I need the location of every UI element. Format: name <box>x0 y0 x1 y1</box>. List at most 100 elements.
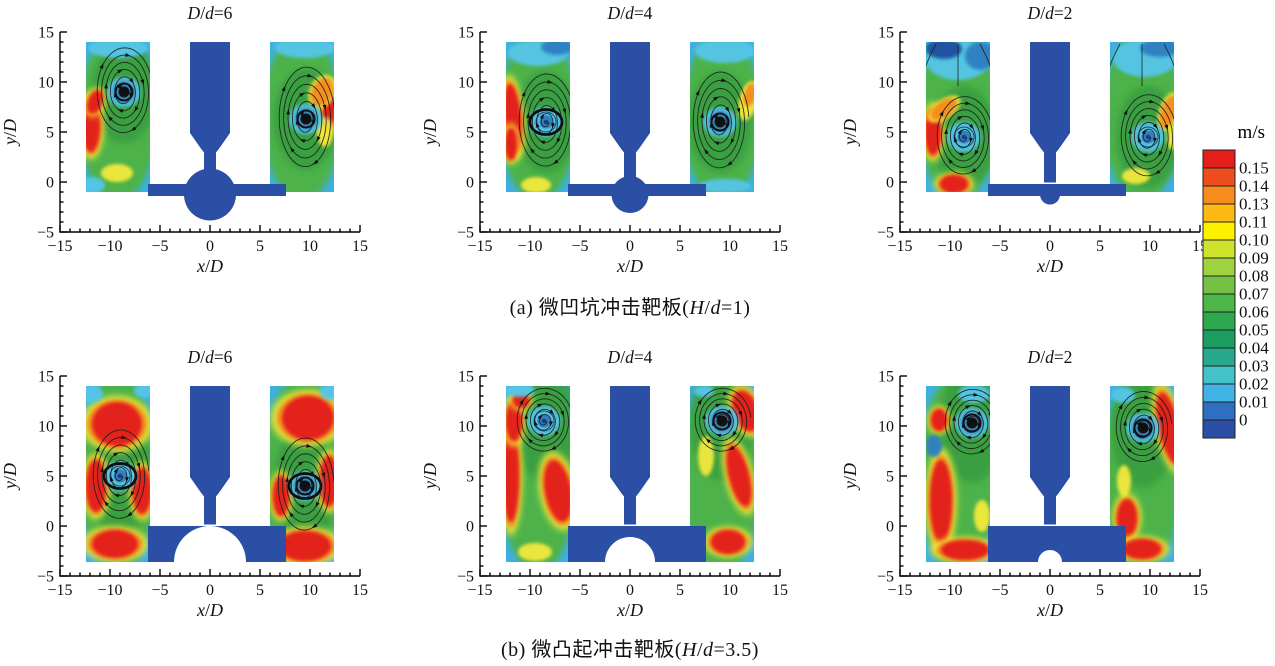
colorbar-tick-label: 0.15 <box>1239 159 1269 178</box>
svg-text:5: 5 <box>1096 238 1104 255</box>
svg-text:−10: −10 <box>517 238 542 255</box>
caption-a: (a) 微凹坑冲击靶板(H/d=1) <box>509 297 751 319</box>
geometry <box>568 386 706 562</box>
colorbar-block <box>1202 239 1236 259</box>
y-axis-label: y/D <box>0 119 20 147</box>
x-axis-label: x/D <box>616 600 643 620</box>
nozzle-shape <box>610 42 650 183</box>
colorbar-block <box>1202 257 1236 277</box>
svg-text:0: 0 <box>206 582 214 599</box>
contour-column <box>506 42 570 192</box>
geometry <box>988 42 1126 205</box>
dimple-shape <box>184 168 236 221</box>
svg-text:−5: −5 <box>991 582 1008 599</box>
axes <box>59 31 361 233</box>
colorbar-block <box>1202 383 1236 403</box>
x-axis-label: x/D <box>196 600 223 620</box>
svg-text:−15: −15 <box>887 238 912 255</box>
nozzle-shape <box>610 386 650 525</box>
svg-text:5: 5 <box>886 125 894 142</box>
y-axis-label: y/D <box>420 119 440 147</box>
panel-title: D/d=2 <box>1027 3 1073 23</box>
x-axis-label: x/D <box>1036 600 1063 620</box>
svg-text:10: 10 <box>458 75 474 92</box>
svg-text:5: 5 <box>1096 582 1104 599</box>
colorbar-block <box>1202 185 1236 205</box>
panel-b3: −5 0 5 10 15 −15 −10 −5 0 5 10 15 D/d=2 x/D y/D <box>840 346 1242 628</box>
colorbar-block <box>1202 275 1236 295</box>
svg-text:5: 5 <box>46 125 54 142</box>
svg-text:10: 10 <box>302 582 318 599</box>
svg-text:0: 0 <box>886 175 894 192</box>
svg-text:−5: −5 <box>37 569 54 586</box>
colorbar-block <box>1202 293 1236 313</box>
contour-column <box>270 42 334 192</box>
svg-text:−5: −5 <box>37 225 54 242</box>
geometry <box>988 386 1126 562</box>
svg-text:−15: −15 <box>467 238 492 255</box>
panel-b2-plot: −5 0 5 10 15 −15 −10 −5 0 5 10 15 D/d=4 x/D y/D <box>420 347 788 620</box>
contour-column <box>86 42 150 192</box>
svg-text:−5: −5 <box>571 582 588 599</box>
colorbar-tick-label: 0.06 <box>1239 303 1269 322</box>
contour-column <box>506 386 570 562</box>
panel-title: D/d=2 <box>1027 347 1073 367</box>
contour-column <box>690 42 754 192</box>
colorbar-tick-label: 0.13 <box>1239 195 1269 214</box>
colorbar-unit-label: m/s <box>1237 122 1265 143</box>
contour-column <box>1110 386 1174 562</box>
svg-text:−5: −5 <box>457 569 474 586</box>
svg-text:10: 10 <box>38 419 54 436</box>
panel-b1-plot: −5 0 5 10 15 −15 −10 −5 0 5 10 15 D/d=6 x/D y/D <box>0 347 368 620</box>
dimple-shape <box>611 176 649 213</box>
geometry <box>568 42 706 213</box>
svg-text:15: 15 <box>772 582 788 599</box>
svg-text:15: 15 <box>352 238 368 255</box>
colorbar-block <box>1202 329 1236 349</box>
svg-text:−10: −10 <box>937 582 962 599</box>
colorbar-tick-label: 0.04 <box>1239 339 1269 358</box>
svg-text:5: 5 <box>46 469 54 486</box>
svg-text:−15: −15 <box>47 238 72 255</box>
svg-text:10: 10 <box>38 75 54 92</box>
panel-b1: −5 0 5 10 15 −15 −10 −5 0 5 10 15 D/d=6 x/D y/D <box>0 346 402 628</box>
y-axis-label: y/D <box>840 463 860 491</box>
panel-a1: −5 0 5 10 15 −15 −10 −5 0 5 10 15 D/d=6 x/D y/D <box>0 2 402 284</box>
colorbar-tick-label: 0.09 <box>1239 249 1269 268</box>
svg-text:10: 10 <box>458 419 474 436</box>
y-axis-label: y/D <box>840 119 860 147</box>
svg-text:15: 15 <box>878 25 894 42</box>
colorbar-tick-label: 0.07 <box>1239 285 1269 304</box>
y-axis-label: y/D <box>0 463 20 491</box>
svg-text:−5: −5 <box>457 225 474 242</box>
nozzle-shape <box>190 386 230 525</box>
contour-column <box>926 42 990 192</box>
panel-a2: −5 0 5 10 15 −15 −10 −5 0 5 10 15 D/d=4 x/D y/D <box>420 2 822 284</box>
colorbar-tick-label: 0.02 <box>1239 375 1269 394</box>
axes <box>479 375 781 577</box>
svg-text:0: 0 <box>466 519 474 536</box>
svg-text:5: 5 <box>676 582 684 599</box>
svg-text:15: 15 <box>458 25 474 42</box>
colorbar-tick-label: 0.01 <box>1239 393 1269 412</box>
colorbar-tick-label: 0.14 <box>1239 177 1269 196</box>
axes <box>899 31 1201 233</box>
svg-text:−10: −10 <box>97 582 122 599</box>
colorbar-block <box>1202 221 1236 241</box>
svg-text:5: 5 <box>256 238 264 255</box>
nozzle-shape <box>1030 386 1070 525</box>
contour-column <box>270 386 334 562</box>
panel-a1-plot: −5 0 5 10 15 −15 −10 −5 0 5 10 15 D/d=6 x/D y/D <box>0 3 368 276</box>
svg-text:0: 0 <box>626 582 634 599</box>
contour-column <box>86 386 150 562</box>
svg-text:−15: −15 <box>467 582 492 599</box>
colorbar-block <box>1202 365 1236 385</box>
svg-text:−5: −5 <box>991 238 1008 255</box>
svg-text:15: 15 <box>38 369 54 386</box>
svg-text:10: 10 <box>722 238 738 255</box>
y-axis-label: y/D <box>420 463 440 491</box>
